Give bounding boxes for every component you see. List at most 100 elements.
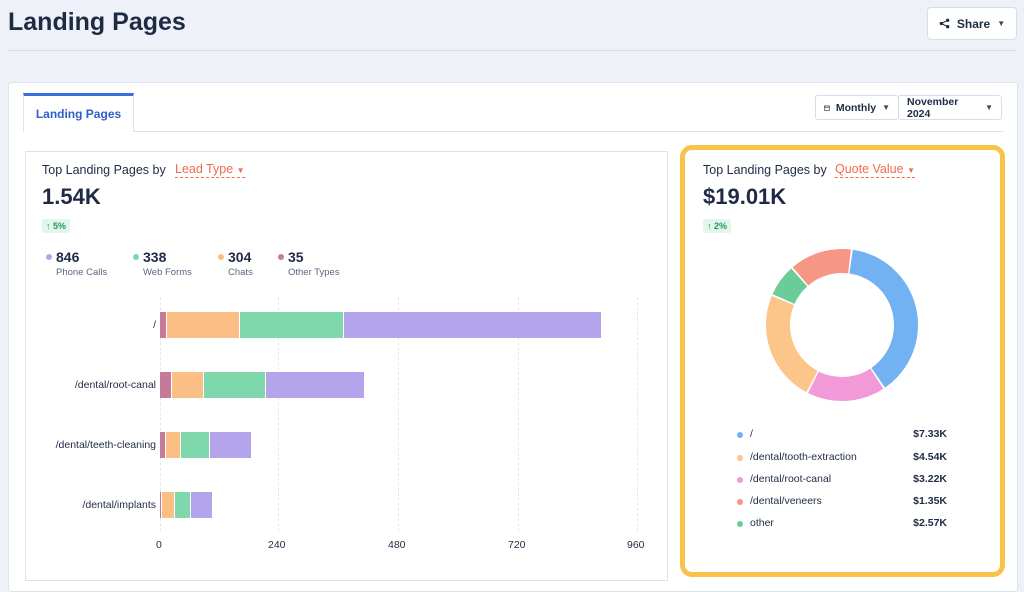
lead-type-card <box>25 151 668 581</box>
bar-segment[interactable] <box>160 432 166 458</box>
legend-dot <box>737 521 743 527</box>
donut-legend-row: other $2.57K <box>735 517 947 533</box>
legend-dot <box>278 254 284 260</box>
bar-segment[interactable] <box>239 312 344 338</box>
lead-type-label: Lead Type <box>175 162 234 176</box>
bar-segment[interactable] <box>209 432 252 458</box>
legend-dot <box>133 254 139 260</box>
lead-card-title: Top Landing Pages by <box>42 163 166 177</box>
share-label: Share <box>956 16 991 31</box>
lead-delta-badge: ↑ 5% <box>42 219 71 233</box>
legend-label: Web Forms <box>143 267 192 278</box>
bar-segment[interactable] <box>160 372 172 398</box>
chevron-down-icon: ▼ <box>985 103 993 112</box>
quote-value-label: Quote Value <box>835 162 904 176</box>
bar-segment[interactable] <box>174 492 191 518</box>
bar-segment[interactable] <box>171 372 205 398</box>
donut-chart <box>766 249 918 401</box>
legend-label: Phone Calls <box>56 267 108 278</box>
quote-delta-badge: ↑ 2% <box>703 219 732 233</box>
quote-delta-value: 2% <box>714 221 728 231</box>
legend-value: 304 <box>228 249 252 265</box>
tab-label: Landing Pages <box>35 107 122 121</box>
legend-dot <box>737 477 743 483</box>
x-tick-label: 0 <box>156 539 162 551</box>
legend-amount: $3.22K <box>913 473 947 485</box>
bar-row-label: /dental/root-canal <box>74 379 156 391</box>
donut-slice[interactable] <box>792 249 851 286</box>
quote-value-card <box>680 145 1005 577</box>
chevron-down-icon: ▼ <box>236 166 245 175</box>
bar-segment[interactable] <box>160 492 163 518</box>
bar-segment[interactable] <box>167 312 240 338</box>
donut-legend-row: /dental/veneers $1.35K <box>735 495 947 511</box>
lead-delta-value: 5% <box>53 221 67 231</box>
legend-amount: $1.35K <box>913 495 947 507</box>
bar-segment[interactable] <box>162 492 175 518</box>
page-title: Landing Pages <box>8 8 186 36</box>
gridline <box>398 297 399 531</box>
quote-total: $19.01K <box>703 184 787 209</box>
legend-label: Other Types <box>288 267 340 278</box>
legend-amount: $2.57K <box>913 517 947 529</box>
x-tick-label: 240 <box>268 539 286 551</box>
legend-dot <box>737 455 743 461</box>
gridline <box>518 297 519 531</box>
x-tick-label: 720 <box>508 539 526 551</box>
legend-value: 846 <box>56 249 80 265</box>
gridline <box>160 297 161 531</box>
donut-slice[interactable] <box>766 295 818 393</box>
legend-value: 35 <box>288 249 304 265</box>
share-icon <box>939 18 950 29</box>
bar-segment[interactable] <box>266 372 365 398</box>
month-dropdown[interactable]: November 2024 ▼ <box>898 95 1002 120</box>
legend-dot <box>737 432 743 438</box>
bar-row-label: /dental/teeth-cleaning <box>55 439 156 451</box>
legend-label: /dental/root-canal <box>750 473 832 485</box>
quote-card-title: Top Landing Pages by <box>703 163 827 177</box>
bar-segment[interactable] <box>160 312 168 338</box>
bar-segment[interactable] <box>180 432 210 458</box>
arrow-up-icon: ↑ <box>46 221 51 231</box>
share-button[interactable]: Share ▼ <box>927 7 1017 40</box>
chevron-down-icon: ▼ <box>997 19 1006 28</box>
legend-dot <box>46 254 52 260</box>
bar-segment[interactable] <box>204 372 267 398</box>
x-tick-label: 480 <box>388 539 406 551</box>
chevron-down-icon: ▼ <box>882 103 890 112</box>
lead-type-dropdown[interactable]: Lead Type ▼ <box>175 162 245 178</box>
bar-row-label: /dental/implants <box>82 499 156 511</box>
tab-landing-pages[interactable]: Landing Pages <box>23 93 134 132</box>
donut-slice[interactable] <box>849 249 918 388</box>
quote-value-dropdown[interactable]: Quote Value ▼ <box>835 162 915 178</box>
legend-amount: $7.33K <box>913 428 947 440</box>
arrow-up-icon: ↑ <box>707 221 712 231</box>
tab-divider <box>23 131 1004 132</box>
bar-segment[interactable] <box>190 492 214 518</box>
bar-segment[interactable] <box>165 432 181 458</box>
bar-segment[interactable] <box>343 312 603 338</box>
legend-amount: $4.54K <box>913 451 947 463</box>
legend-dot <box>218 254 224 260</box>
donut-slice[interactable] <box>808 368 884 401</box>
period-value: Monthly <box>835 101 877 114</box>
legend-label: Chats <box>228 267 253 278</box>
x-tick-label: 960 <box>627 539 645 551</box>
donut-slice[interactable] <box>772 268 808 304</box>
gridline <box>278 297 279 531</box>
header-divider <box>8 50 1016 51</box>
donut-legend-row: /dental/tooth-extraction $4.54K <box>735 451 947 467</box>
bar-row-label: / <box>153 319 156 331</box>
legend-label: /dental/tooth-extraction <box>750 451 857 463</box>
legend-label: other <box>750 517 774 529</box>
legend-label: / <box>750 428 753 440</box>
legend-label: /dental/veneers <box>750 495 822 507</box>
period-dropdown[interactable]: Monthly ▼ <box>815 95 899 120</box>
legend-value: 338 <box>143 249 167 265</box>
calendar-icon <box>824 104 830 111</box>
donut-legend-row: / $7.33K <box>735 428 947 444</box>
month-value: November 2024 <box>907 95 959 120</box>
chevron-down-icon: ▼ <box>907 166 915 175</box>
donut-legend-row: /dental/root-canal $3.22K <box>735 473 947 489</box>
gridline <box>637 297 638 531</box>
